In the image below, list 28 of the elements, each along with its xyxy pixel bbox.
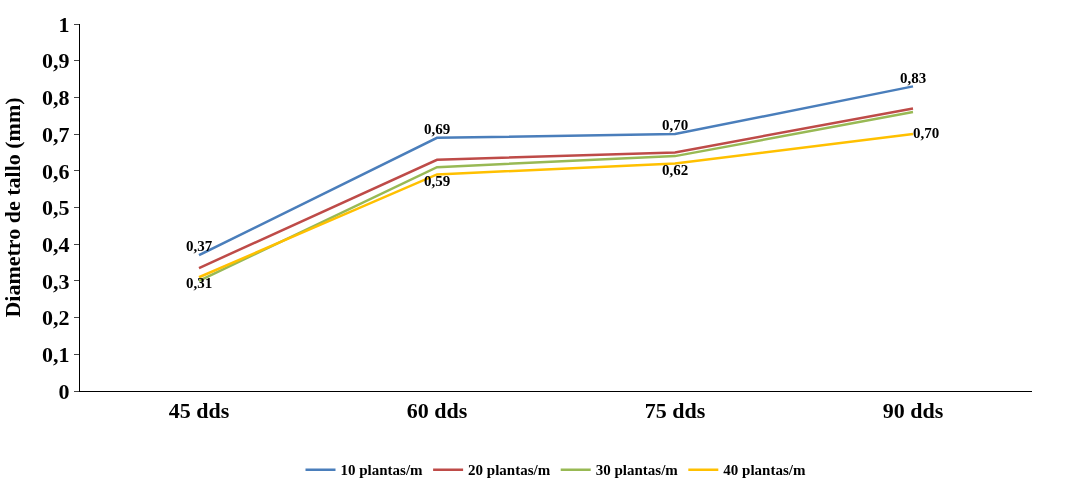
y-tick-label: 0,7 — [42, 121, 70, 147]
legend-label: 10 plantas/m — [340, 462, 424, 479]
y-axis-title: Diametro de tallo (mm) — [0, 97, 25, 318]
y-tick-label: 1 — [58, 11, 70, 37]
legend-label: 30 plantas/m — [595, 462, 679, 479]
y-tick-label: 0,5 — [42, 195, 70, 221]
y-tick-label: 0,6 — [42, 158, 70, 184]
x-tick-label: 45 dds — [168, 398, 230, 424]
y-tick-label: 0,4 — [42, 231, 70, 257]
y-tick-label: 0 — [58, 378, 70, 404]
y-tick-label: 0,9 — [42, 48, 70, 74]
data-label: 0,83 — [899, 69, 927, 86]
data-label: 0,31 — [185, 275, 213, 292]
legend-label: 40 plantas/m — [723, 462, 806, 479]
data-label: 0,37 — [185, 238, 213, 255]
data-label: 0,59 — [423, 172, 451, 189]
legend-label: 20 plantas/m — [468, 462, 551, 479]
x-tick-label: 60 dds — [406, 398, 468, 424]
data-label: 0,62 — [661, 161, 689, 178]
y-tick-label: 0,1 — [42, 342, 70, 367]
y-tick-label: 0,2 — [42, 305, 70, 331]
data-label: 0,70 — [913, 124, 940, 141]
y-tick-label: 0,3 — [42, 268, 70, 294]
data-label: 0,69 — [423, 121, 451, 138]
x-tick-label: 75 dds — [644, 398, 706, 424]
x-tick-label: 90 dds — [882, 398, 944, 424]
data-label: 0,70 — [661, 117, 689, 134]
y-tick-label: 0,8 — [42, 85, 70, 111]
